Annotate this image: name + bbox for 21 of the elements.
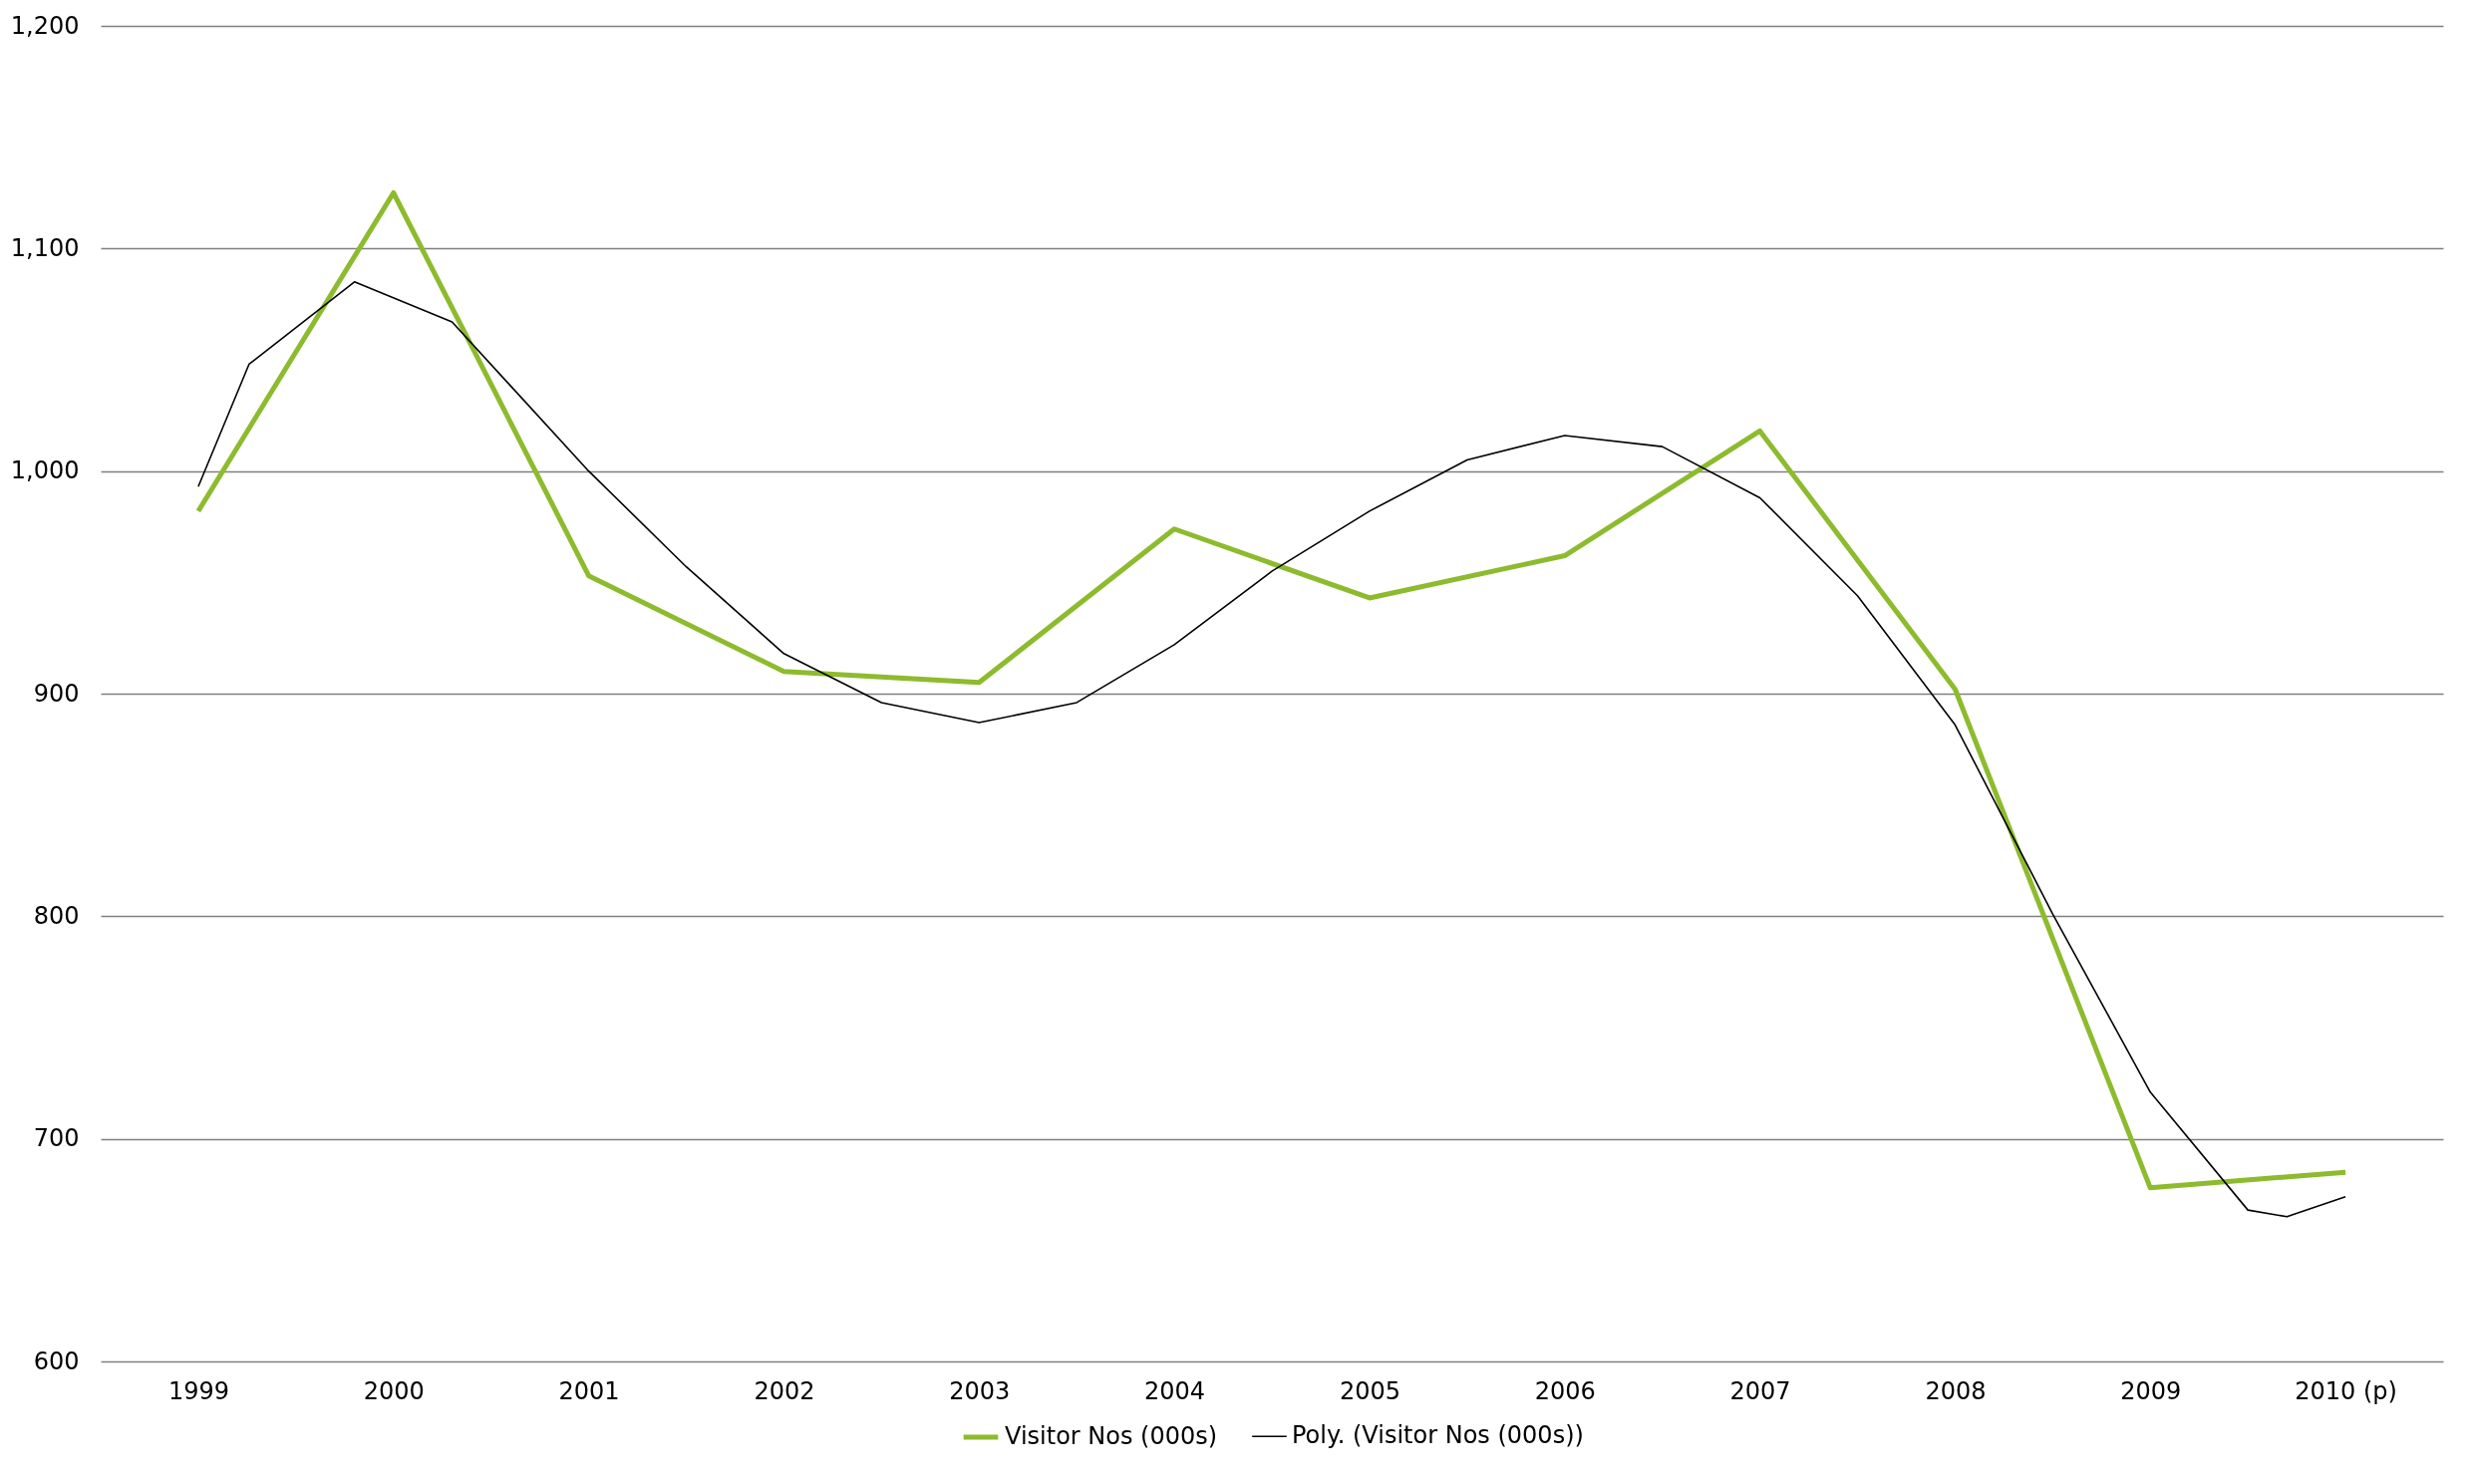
y-tick-label: 700 (33, 1124, 80, 1153)
x-tick-label: 2005 (1339, 1376, 1400, 1405)
x-tick-label: 1999 (167, 1376, 229, 1405)
y-tick-label: 1,100 (10, 233, 80, 262)
legend-label: Poly. (Visitor Nos (000s)) (1292, 1421, 1584, 1450)
x-tick-label: 2009 (2120, 1376, 2182, 1405)
y-tick-label: 800 (33, 901, 80, 930)
y-tick-label: 600 (33, 1346, 80, 1375)
legend-label: Visitor Nos (000s) (1005, 1422, 1218, 1450)
y-tick-label: 1,200 (10, 11, 80, 40)
y-tick-label: 900 (33, 679, 80, 708)
x-tick-label: 2008 (1925, 1376, 1987, 1405)
x-tick-label: 2006 (1534, 1376, 1596, 1405)
x-tick-label: 2002 (754, 1376, 815, 1405)
x-tick-label: 2001 (558, 1376, 620, 1405)
x-tick-label: 2004 (1144, 1376, 1206, 1405)
x-tick-label: 2003 (949, 1376, 1011, 1405)
x-tick-label: 2010 (p) (2295, 1376, 2397, 1405)
x-tick-label: 2000 (363, 1376, 425, 1405)
x-tick-label: 2007 (1729, 1376, 1791, 1405)
y-tick-label: 1,000 (10, 456, 80, 485)
